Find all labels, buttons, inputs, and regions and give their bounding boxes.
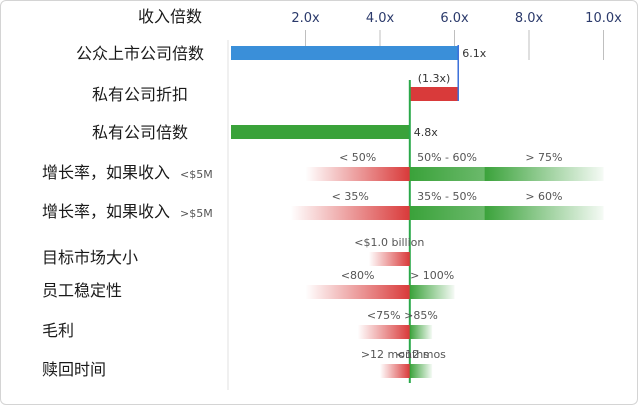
factor-segment: [290, 206, 410, 220]
x-axis-ticks: 2.0x 4.0x 6.0x 8.0x 10.0x: [291, 11, 622, 60]
factor-segment: [409, 285, 455, 299]
factor-segment: [305, 285, 410, 299]
row-label: 员工稳定性: [42, 281, 122, 300]
row-label-suffix: <$5M: [180, 168, 213, 181]
factor-segment-label: > 75%: [525, 151, 562, 164]
factor-segment-label: >12 months: [361, 348, 429, 361]
chart-header: 收入倍数: [138, 7, 202, 26]
bar: [231, 46, 459, 60]
row-label: 公众上市公司倍数: [76, 44, 204, 63]
factor-segment: [305, 167, 410, 181]
factor-segment-label: <75%: [367, 309, 401, 322]
x-tick-label: 6.0x: [440, 11, 469, 26]
factor-segment-label: > 100%: [410, 269, 454, 282]
bar-value-label: 6.1x: [462, 47, 486, 60]
factor-segment-label: <$1.0 billion: [354, 236, 424, 249]
x-tick-label: 4.0x: [366, 11, 395, 26]
x-tick-label: 8.0x: [515, 11, 544, 26]
row-label: 目标市场大小: [42, 248, 138, 267]
factor-segment-label: < 35%: [332, 190, 369, 203]
factor-segment: [409, 325, 433, 339]
factor-segment: [484, 167, 604, 181]
row-label: 私有公司折扣: [92, 85, 188, 104]
row-label: 毛利: [42, 321, 74, 340]
row-label: 增长率，如果收入: [42, 202, 170, 221]
bar: [409, 87, 459, 101]
factor-segment: [380, 364, 410, 378]
row-label: 私有公司倍数: [92, 123, 188, 142]
factor-segment-label: 35% - 50%: [417, 190, 477, 203]
factor-segment: [484, 206, 604, 220]
bar: [231, 125, 410, 139]
x-tick-label: 10.0x: [585, 11, 622, 26]
factor-segment-label: < 50%: [339, 151, 376, 164]
factor-segment: [357, 325, 410, 339]
factor-segment-label: <80%: [341, 269, 375, 282]
row-label: 赎回时间: [42, 360, 106, 379]
factor-segment-label: <12 mos: [396, 348, 446, 361]
row-label: 增长率，如果收入: [42, 163, 170, 182]
factor-segment-label: > 60%: [525, 190, 562, 203]
bars: 6.1x (1.3x) 4.8x: [231, 45, 487, 383]
factor-segment: [409, 364, 433, 378]
factor-segment: [409, 167, 485, 181]
factor-rows: < 50% 50% - 60% > 75% < 35% 35% - 50% > 60% <$…: [290, 151, 604, 378]
bar-value-label: 4.8x: [414, 126, 438, 139]
bar-value-label: (1.3x): [418, 72, 451, 85]
factor-segment: [368, 252, 410, 266]
factor-segment-label: >85%: [404, 309, 438, 322]
row-label-suffix: >$5M: [180, 207, 213, 220]
x-tick-label: 2.0x: [291, 11, 320, 26]
factor-segment-label: 50% - 60%: [417, 151, 477, 164]
factor-segment: [409, 206, 485, 220]
